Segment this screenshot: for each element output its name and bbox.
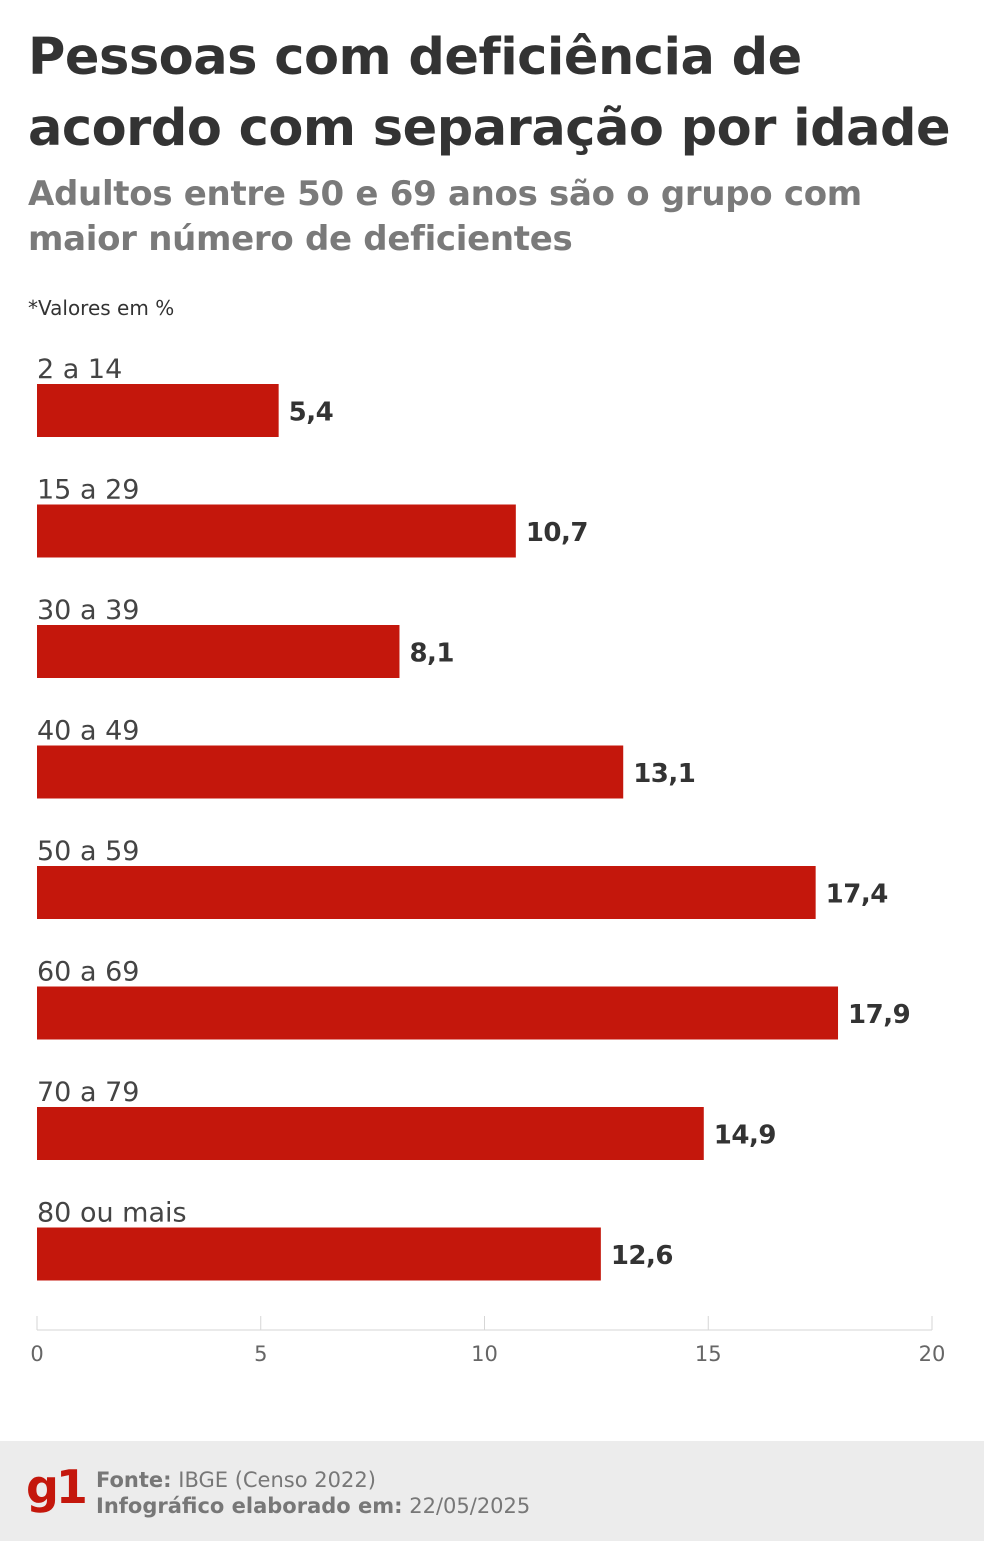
x-tick-label: 15 [695, 1342, 722, 1366]
x-tick-label: 0 [30, 1342, 43, 1366]
value-label: 17,9 [848, 1000, 910, 1030]
category-label: 40 a 49 [37, 716, 139, 747]
bar [37, 625, 400, 678]
units-note: *Valores em % [28, 296, 175, 320]
value-label: 8,1 [409, 639, 454, 669]
x-tick-label: 10 [471, 1342, 498, 1366]
value-label: 13,1 [633, 759, 695, 789]
g1-logo: g1 [26, 1460, 88, 1514]
bar [37, 986, 839, 1040]
bar [37, 504, 516, 558]
source-label: Fonte: [96, 1468, 172, 1492]
value-label: 5,4 [289, 398, 334, 428]
bar [37, 1107, 704, 1160]
bar [37, 866, 816, 919]
chart-subtitle: Adultos entre 50 e 69 anos são o grupo c… [28, 174, 862, 259]
value-label: 14,9 [714, 1121, 776, 1151]
chart-title: Pessoas com deficiência de acordo com se… [28, 28, 951, 158]
bar-chart: 2 a 14 5,4 15 a 29 10,7 30 a 39 8,1 40 a 49 13,… [30, 354, 946, 1366]
x-tick-label: 5 [254, 1342, 267, 1366]
category-label: 70 a 79 [37, 1077, 139, 1108]
value-label: 12,6 [611, 1241, 673, 1271]
category-label: 15 a 29 [37, 475, 139, 506]
bar [37, 1227, 601, 1281]
date-line: Infográfico elaborado em: 22/05/2025 [96, 1493, 530, 1519]
category-label: 50 a 59 [37, 836, 139, 867]
value-label: 17,4 [826, 880, 888, 910]
date-value: 22/05/2025 [409, 1494, 531, 1518]
category-label: 2 a 14 [37, 354, 122, 385]
bar [37, 745, 624, 799]
footer: g1 Fonte: IBGE (Censo 2022) Infográfico … [0, 1441, 984, 1541]
source-line: Fonte: IBGE (Censo 2022) [96, 1467, 376, 1493]
date-label: Infográfico elaborado em: [96, 1494, 403, 1518]
category-label: 80 ou mais [37, 1198, 187, 1229]
source-value: IBGE (Censo 2022) [178, 1468, 376, 1492]
category-label: 60 a 69 [37, 957, 139, 988]
x-tick-label: 20 [919, 1342, 946, 1366]
category-label: 30 a 39 [37, 595, 139, 626]
value-label: 10,7 [526, 518, 588, 548]
bar [37, 384, 279, 437]
